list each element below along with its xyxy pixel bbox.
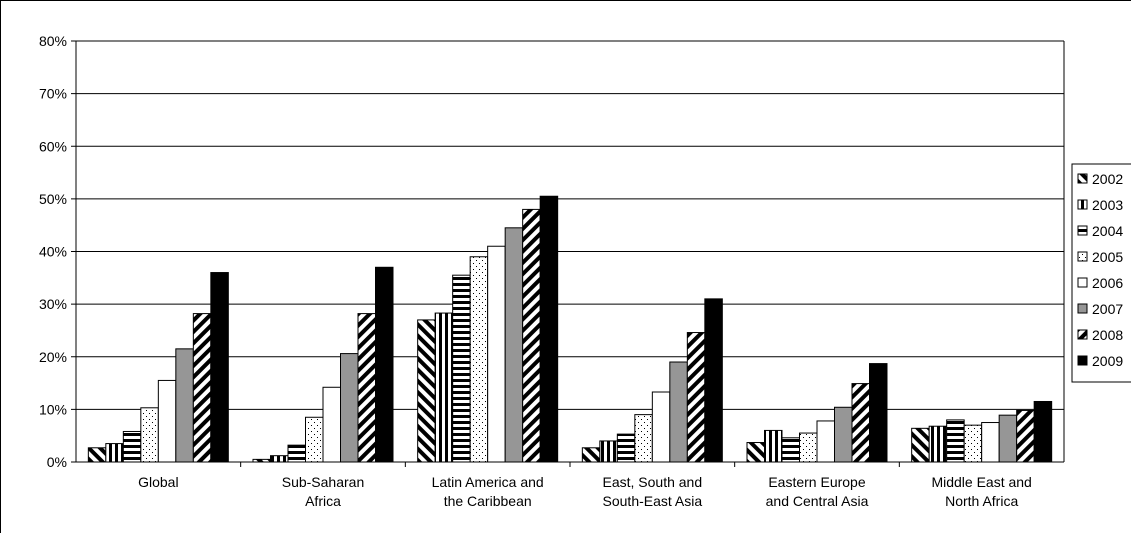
legend-label: 2004 — [1092, 223, 1123, 239]
y-tick-label: 30% — [39, 296, 67, 312]
bar-2008 — [522, 208, 541, 463]
bar-2009 — [539, 195, 559, 463]
bar-2002 — [87, 447, 107, 463]
bar-2005 — [305, 416, 324, 463]
legend-label: 2007 — [1092, 301, 1123, 317]
y-tick-label: 80% — [39, 33, 67, 49]
bar-2007 — [998, 414, 1018, 463]
y-tick-label: 50% — [39, 191, 67, 207]
bar-2006 — [322, 386, 341, 463]
legend-swatch — [1077, 251, 1088, 262]
legend-label: 2009 — [1092, 353, 1123, 369]
bar-2007 — [834, 406, 853, 463]
bar-2009 — [704, 298, 723, 463]
bar-2004 — [616, 433, 636, 463]
bar-2005 — [140, 407, 159, 463]
y-tick-label: 20% — [39, 349, 67, 365]
legend-swatch — [1077, 199, 1088, 210]
plot-area: 0% 10% 20% 30% 40% 50% 60% 70% 80% Global Sub-Saha… — [39, 33, 1065, 509]
bar-2004 — [122, 430, 142, 463]
y-tick-label: 10% — [39, 401, 67, 417]
bar-2004 — [946, 419, 965, 463]
bar-2009 — [375, 266, 394, 463]
bar-2006 — [157, 379, 177, 463]
legend-swatch — [1077, 173, 1088, 184]
legend-label: 2003 — [1092, 197, 1123, 213]
legend-swatch — [1077, 225, 1088, 236]
bar-2003 — [434, 312, 454, 463]
bar-2008 — [851, 383, 870, 463]
legend-label: 2008 — [1092, 327, 1123, 343]
bar-2002 — [417, 319, 436, 463]
x-tick-label: Eastern Europe and Central Asia — [766, 474, 869, 509]
bar-2008 — [686, 332, 706, 463]
bar-2003 — [599, 440, 618, 463]
bar-2002 — [252, 458, 271, 463]
bar-2002 — [746, 442, 765, 463]
bar-2009 — [210, 272, 229, 463]
bar-2008 — [192, 313, 212, 463]
bar-2006 — [651, 391, 671, 463]
legend-label: 2005 — [1092, 249, 1123, 265]
x-tick-label: Global — [138, 474, 178, 490]
bar-2007 — [175, 348, 194, 463]
bar-2005 — [799, 432, 818, 463]
legend: 2002 2003 2004 2005 2006 2007 2008 2009 — [1071, 163, 1131, 383]
bar-2006 — [816, 420, 835, 463]
bar-2004 — [452, 274, 471, 463]
bar-2007 — [504, 227, 524, 463]
legend-swatch — [1077, 277, 1088, 288]
bar-2004 — [287, 444, 306, 463]
bar-2002 — [581, 447, 601, 463]
bar-2002 — [911, 427, 930, 463]
legend-swatch — [1077, 303, 1088, 314]
bar-2005 — [469, 256, 489, 463]
bar-2007 — [340, 353, 359, 463]
legend-swatch — [1077, 355, 1088, 366]
bar-2003 — [105, 443, 124, 463]
bar-2006 — [981, 422, 1000, 463]
bar-2008 — [357, 313, 376, 463]
bar-2003 — [764, 429, 783, 463]
y-tick-label: 70% — [39, 86, 67, 102]
bar-2007 — [669, 361, 688, 463]
y-tick-label: 60% — [39, 138, 67, 154]
x-tick-label: Middle East and North Africa — [931, 474, 1031, 509]
x-tick-label: East, South and South-East Asia — [603, 474, 703, 509]
legend-label: 2006 — [1092, 275, 1123, 291]
y-tick-label: 40% — [39, 244, 67, 260]
bar-2009 — [869, 363, 888, 463]
legend-swatch — [1077, 329, 1088, 340]
bar-2003 — [928, 425, 948, 463]
legend-label: 2002 — [1092, 171, 1123, 187]
bar-2008 — [1016, 409, 1035, 463]
bar-2003 — [270, 455, 289, 463]
bar-2005 — [634, 414, 653, 463]
bar-2006 — [487, 245, 506, 463]
x-tick-label: Sub-Saharan Africa — [282, 474, 365, 509]
x-tick-label: Latin America and the Caribbean — [432, 474, 544, 509]
bar-2004 — [781, 437, 800, 463]
bar-2009 — [1033, 400, 1053, 463]
y-tick-label: 0% — [47, 454, 67, 470]
bar-2005 — [963, 424, 983, 463]
